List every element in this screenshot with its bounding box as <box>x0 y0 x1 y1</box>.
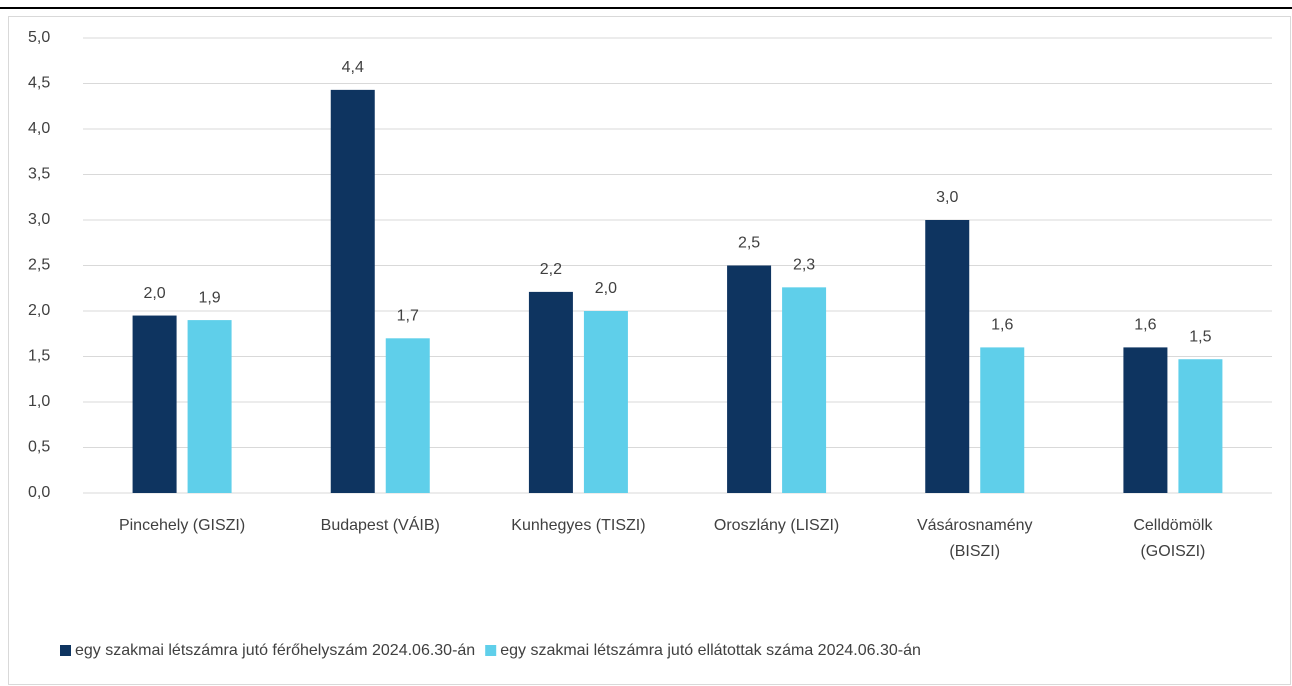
data-label: 1,6 <box>991 317 1013 334</box>
data-label: 3,0 <box>936 189 958 206</box>
x-tick-label: Celldömölk (GOISZI) <box>1133 517 1213 560</box>
legend-label: egy szakmai létszámra jutó férőhelyszám … <box>75 642 475 659</box>
legend-label: egy szakmai létszámra jutó ellátottak sz… <box>500 642 921 659</box>
chart-frame <box>8 16 1291 685</box>
bar <box>385 338 430 493</box>
y-tick-label: 1,0 <box>28 393 50 410</box>
y-tick-label: 0,0 <box>28 484 50 501</box>
bar <box>727 265 772 493</box>
bar <box>187 320 232 493</box>
y-tick-label: 5,0 <box>28 29 50 46</box>
data-label: 1,5 <box>1189 328 1211 345</box>
x-tick-label: Kunhegyes (TISZI) <box>511 517 645 534</box>
bar <box>1178 359 1223 493</box>
y-tick-label: 0,5 <box>28 439 50 456</box>
data-label: 1,7 <box>397 308 419 325</box>
y-tick-label: 4,0 <box>28 120 50 137</box>
x-tick-label: Vásárosnamény (BISZI) <box>917 517 1033 560</box>
data-label: 2,3 <box>793 257 815 274</box>
y-tick-label: 3,0 <box>28 211 50 228</box>
bar <box>330 89 375 494</box>
data-label: 4,4 <box>342 59 364 76</box>
bar <box>782 287 827 493</box>
bar <box>528 291 573 493</box>
data-label: 2,2 <box>540 261 562 278</box>
x-tick-label: Pincehely (GISZI) <box>119 517 245 534</box>
data-label: 1,9 <box>198 289 220 306</box>
bar <box>925 220 970 493</box>
x-tick-label: Budapest (VÁIB) <box>321 515 440 534</box>
y-tick-label: 2,5 <box>28 257 50 274</box>
bar <box>583 311 628 493</box>
x-tick-label: Oroszlány (LISZI) <box>714 517 839 534</box>
y-tick-label: 1,5 <box>28 348 50 365</box>
y-tick-label: 4,5 <box>28 75 50 92</box>
bar <box>980 347 1025 493</box>
legend-swatch <box>60 645 71 656</box>
y-tick-label: 2,0 <box>28 302 50 319</box>
legend-swatch <box>485 645 497 656</box>
data-label: 2,5 <box>738 235 760 252</box>
data-label: 2,0 <box>143 285 165 302</box>
y-tick-label: 3,5 <box>28 166 50 183</box>
data-label: 2,0 <box>595 280 617 297</box>
bar <box>132 315 177 493</box>
data-label: 1,6 <box>1134 317 1156 334</box>
bar <box>1123 347 1168 493</box>
